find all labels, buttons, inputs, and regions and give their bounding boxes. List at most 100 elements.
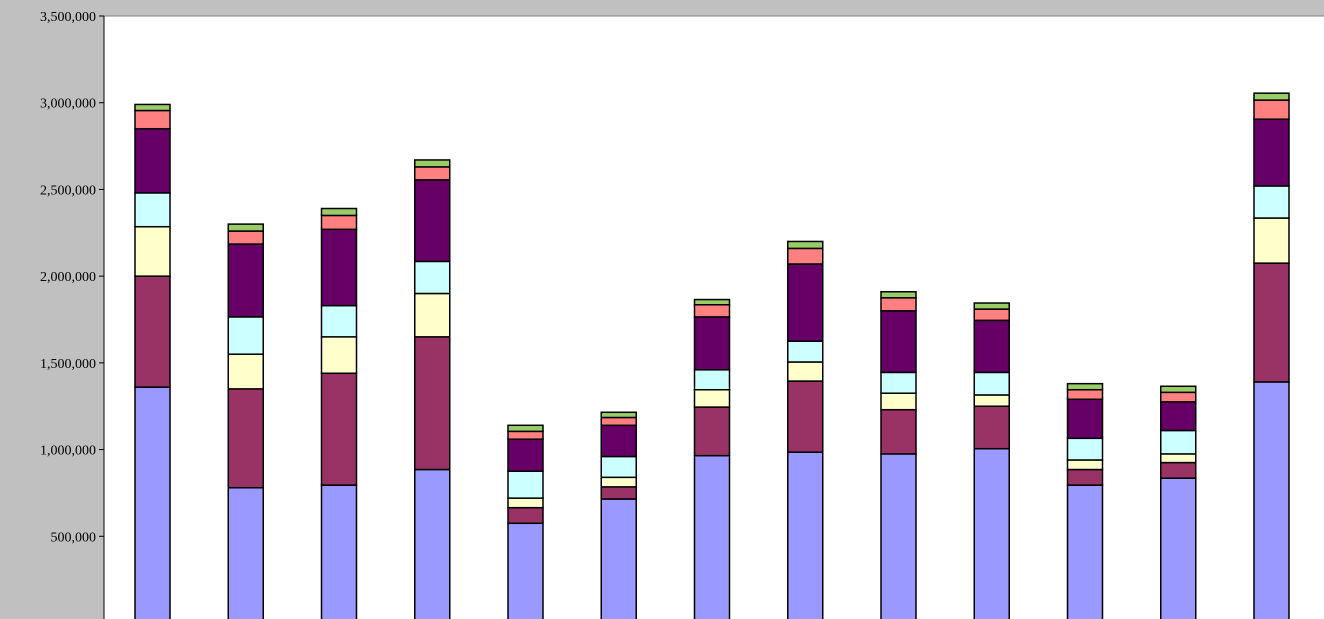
bar-stack-4 <box>414 159 451 619</box>
bar-segment <box>693 298 731 306</box>
bar-segment <box>880 453 917 619</box>
bar-segment <box>693 406 731 457</box>
bar-stack-2 <box>227 223 264 619</box>
bar-segment <box>320 228 358 307</box>
bar-segment <box>600 476 637 488</box>
y-tick-label: 2,500,000 <box>40 183 96 198</box>
bar-segment <box>600 498 637 619</box>
y-tick-label: 1,500,000 <box>40 357 96 372</box>
bar-stack-13 <box>1253 92 1290 619</box>
bar-segment <box>320 304 358 338</box>
bar-stack-10 <box>973 302 1010 619</box>
bar-segment <box>507 497 544 509</box>
bar-segment <box>787 247 824 265</box>
bar-stack-8 <box>787 240 824 619</box>
bar-stack-11 <box>1066 382 1104 619</box>
bar-segment <box>414 336 451 471</box>
bar-stack-9 <box>880 291 917 619</box>
bar-segment <box>600 455 637 479</box>
bar-segment <box>600 411 637 419</box>
bar-segment <box>787 451 824 619</box>
bar-segment <box>600 424 637 458</box>
bar-segment <box>973 394 1010 407</box>
bar-segment <box>973 371 1010 396</box>
bar-segment <box>973 447 1010 619</box>
bar-stack-7 <box>693 298 731 619</box>
bar-segment <box>880 408 917 455</box>
bar-segment <box>1253 381 1290 619</box>
bar-segment <box>507 470 544 499</box>
bar-segment <box>1160 391 1197 403</box>
bar-segment <box>134 192 171 228</box>
bar-segment <box>1160 429 1197 455</box>
bar-segment <box>1253 99 1290 120</box>
bar-segment <box>880 310 917 374</box>
bar-segment <box>227 486 264 619</box>
y-tick-label: 500,000 <box>51 530 97 545</box>
bar-segment <box>507 424 544 433</box>
bar-segment <box>787 361 824 382</box>
bar-segment <box>134 127 171 194</box>
y-tick-label: 3,500,000 <box>40 10 96 25</box>
bar-segment <box>1066 437 1104 461</box>
bar-segment <box>693 316 731 371</box>
bar-segment <box>1066 459 1104 471</box>
bar-segment <box>1160 385 1197 394</box>
bar-segment <box>320 484 358 619</box>
bar-segment <box>880 371 917 394</box>
bar-stack-12 <box>1160 385 1197 619</box>
bar-segment <box>227 243 264 318</box>
bar-segment <box>134 225 171 277</box>
bar-segment <box>1160 401 1197 432</box>
bar-segment <box>1160 461 1197 479</box>
bar-stack-1 <box>134 103 171 619</box>
bar-segment <box>134 109 171 130</box>
bar-segment <box>1066 468 1104 486</box>
bar-segment <box>1066 388 1104 401</box>
bar-segment <box>1160 477 1197 619</box>
bar-segment <box>320 214 358 231</box>
bar-segment <box>134 275 171 388</box>
bar-segment <box>320 372 358 486</box>
bar-segment <box>1253 185 1290 219</box>
bar-segment <box>414 159 451 168</box>
y-tick-label: 2,000,000 <box>40 270 96 285</box>
y-axis-ticks: 500,000 1,000,000 1,500,000 2,000,000 2,500,… <box>40 10 104 545</box>
y-tick-label: 1,000,000 <box>40 444 96 459</box>
bar-segment <box>320 336 358 375</box>
bar-segment <box>414 166 451 181</box>
bar-segment <box>507 506 544 525</box>
bar-segment <box>320 207 358 217</box>
bar-segment <box>973 302 1010 310</box>
bar-segment <box>1160 453 1197 464</box>
bar-segment <box>1066 484 1104 619</box>
bar-segment <box>693 304 731 318</box>
bar-segment <box>1253 217 1290 264</box>
bar-segment <box>414 292 451 338</box>
bar-segment <box>1253 262 1290 383</box>
bar-segment <box>787 240 824 250</box>
bar-segment <box>600 416 637 427</box>
bar-segment <box>227 230 264 245</box>
bar-segment <box>227 316 264 355</box>
bar-stack-5 <box>507 424 544 619</box>
bar-segment <box>1066 398 1104 440</box>
bar-segment <box>973 405 1010 450</box>
bar-segment <box>507 438 544 472</box>
bar-segment <box>693 388 731 408</box>
bar-segment <box>973 319 1010 374</box>
bar-segment <box>600 486 637 500</box>
bar-segment <box>880 392 917 411</box>
bar-segment <box>227 388 264 489</box>
bar-segment <box>787 340 824 363</box>
bar-segment <box>973 308 1010 322</box>
bar-segment <box>1253 92 1290 101</box>
bar-segment <box>414 179 451 263</box>
bar-segment <box>134 103 171 112</box>
bar-segment <box>880 297 917 312</box>
bar-segment <box>507 430 544 440</box>
bar-segment <box>134 386 171 619</box>
bar-segment <box>227 223 264 232</box>
bar-segment <box>880 291 917 299</box>
